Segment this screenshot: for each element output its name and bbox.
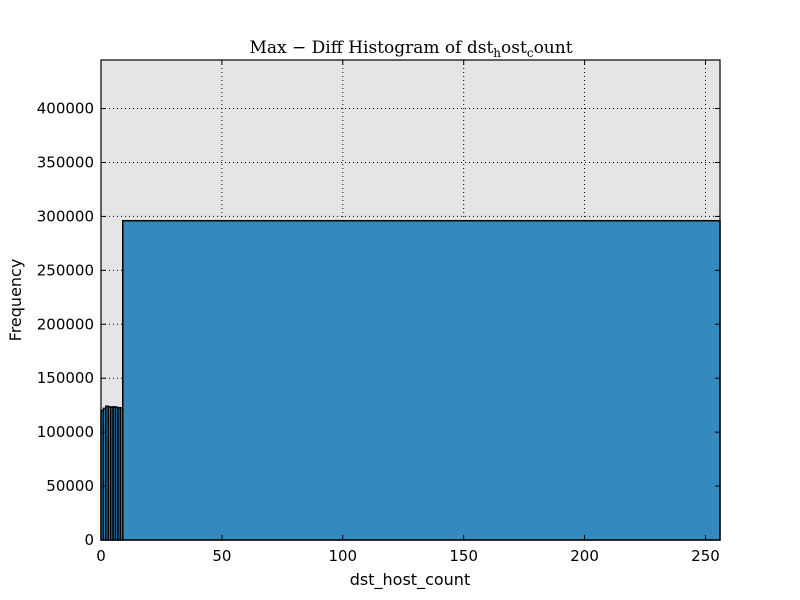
chart-title: Max − Diff Histogram of dsthostcount <box>249 38 572 60</box>
y-tick-label: 400000 <box>37 100 94 118</box>
y-tick-label: 100000 <box>37 423 94 441</box>
x-tick-label: 250 <box>691 547 720 565</box>
y-tick-label: 150000 <box>37 369 94 387</box>
x-tick-label: 100 <box>328 547 357 565</box>
y-axis-label: Frequency <box>6 259 25 342</box>
bars <box>100 219 721 541</box>
y-tick-label: 250000 <box>37 261 94 279</box>
chart-title-subscript-h: h <box>493 46 501 60</box>
x-tick-label: 150 <box>449 547 478 565</box>
y-tick-label: 300000 <box>37 207 94 225</box>
x-tick-label: 200 <box>570 547 599 565</box>
chart-title-end: ount <box>534 38 573 58</box>
chart-title-subscript-c: c <box>527 46 534 60</box>
x-tick-label: 0 <box>96 547 106 565</box>
chart-title-middle: ost <box>501 38 527 58</box>
y-tick-label: 200000 <box>37 315 94 333</box>
histogram-bar <box>122 219 721 541</box>
y-tick-label: 50000 <box>46 477 94 495</box>
x-tick-label: 50 <box>212 547 231 565</box>
ticks: 0 50 100 150 200 250 0 50000 100000 150000 200000 2… <box>37 60 720 565</box>
plot-frame <box>100 59 721 541</box>
y-tick-label: 0 <box>84 531 94 549</box>
y-tick-label: 350000 <box>37 153 94 171</box>
x-axis-label: dst_host_count <box>350 570 470 590</box>
chart-title-main: Max − Diff Histogram of dst <box>249 38 493 58</box>
